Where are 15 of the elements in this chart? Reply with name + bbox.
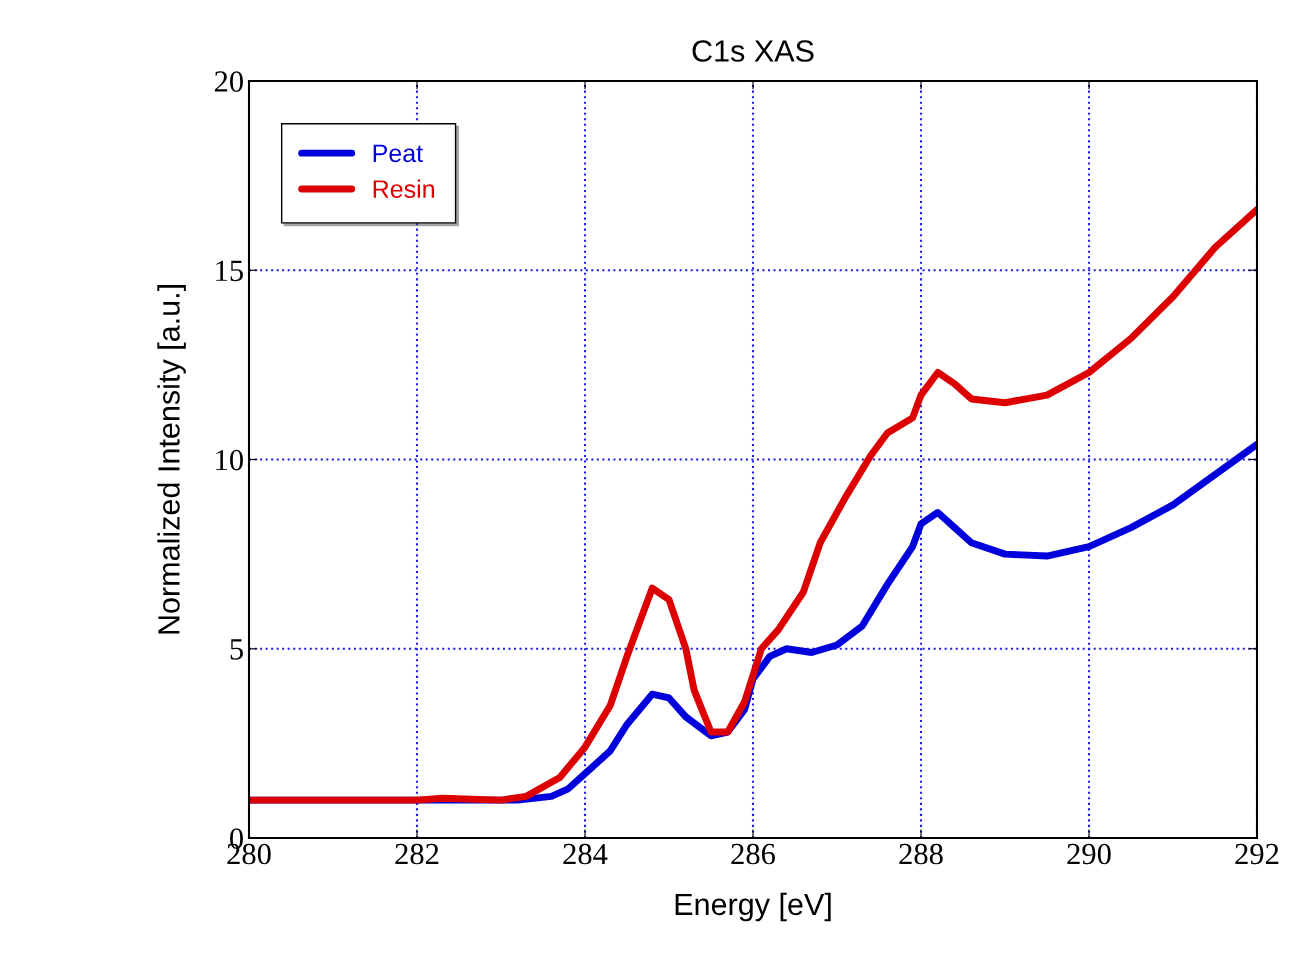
- y-tick-label: 15: [216, 260, 243, 282]
- chart-title: C1s XAS: [692, 40, 814, 62]
- legend-label: Resin: [373, 179, 434, 198]
- x-tick-label: 290: [1067, 843, 1111, 865]
- y-tick-label: 20: [214, 71, 243, 92]
- x-tick-label: 288: [899, 843, 943, 865]
- y-axis-title: Normalized Intensity [a.u.]: [157, 285, 186, 634]
- x-tick-label: 286: [731, 843, 775, 865]
- y-tick-label: 10: [216, 449, 243, 471]
- x-axis-title: Energy [eV]: [675, 892, 831, 922]
- legend-label: Peat: [373, 144, 423, 163]
- x-tick-label: 282: [395, 843, 439, 865]
- y-tick-label: 5: [230, 639, 243, 660]
- x-tick-label: 292: [1235, 843, 1279, 865]
- x-tick-label: 284: [563, 843, 608, 865]
